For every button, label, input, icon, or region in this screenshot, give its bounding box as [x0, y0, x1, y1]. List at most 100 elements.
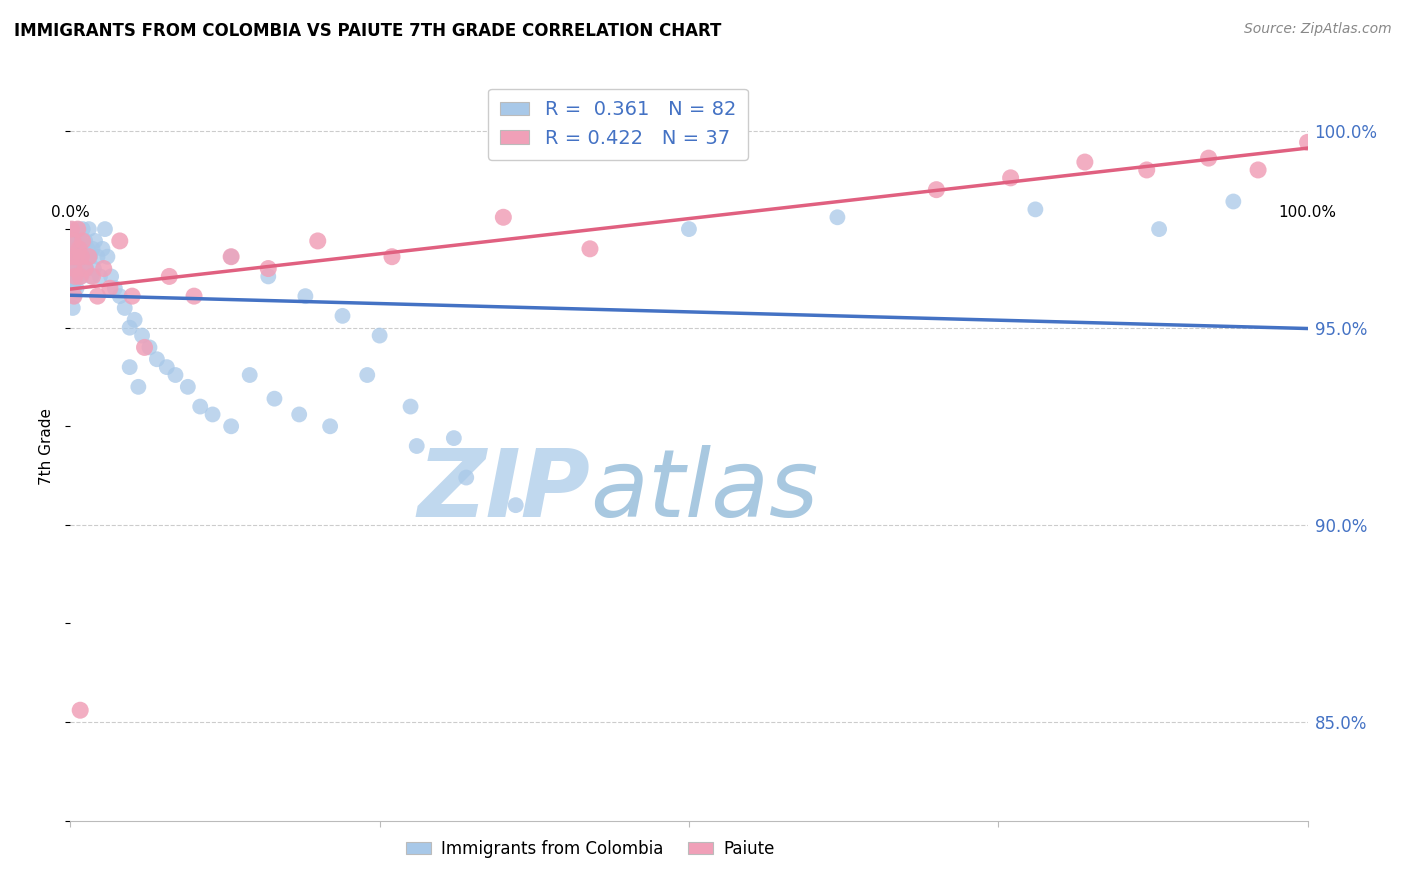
Point	[579, 242, 602, 256]
Point	[188, 400, 211, 414]
Point	[70, 250, 93, 264]
Point	[1222, 194, 1244, 209]
Point	[100, 269, 122, 284]
Point	[60, 242, 83, 256]
Point	[1147, 222, 1170, 236]
Point	[104, 281, 127, 295]
Point	[1136, 163, 1159, 178]
Point	[165, 368, 187, 382]
Point	[1296, 136, 1319, 150]
Point	[94, 222, 117, 236]
Point	[82, 242, 104, 256]
Point	[69, 258, 91, 272]
Point	[73, 250, 96, 264]
Point	[89, 269, 111, 284]
Point	[60, 269, 83, 284]
Point	[72, 234, 94, 248]
Point	[505, 498, 527, 512]
Point	[63, 281, 86, 295]
Point	[60, 234, 83, 248]
Point	[65, 281, 87, 295]
Point	[827, 211, 849, 225]
Point	[75, 234, 97, 248]
Point	[356, 368, 378, 382]
Text: Source: ZipAtlas.com: Source: ZipAtlas.com	[1244, 22, 1392, 37]
Point	[319, 419, 342, 434]
Point	[66, 269, 89, 284]
Point	[127, 380, 149, 394]
Point	[62, 258, 84, 272]
Point	[1024, 202, 1046, 217]
Point	[66, 250, 89, 264]
Point	[156, 360, 179, 375]
Point	[146, 352, 169, 367]
Point	[65, 242, 87, 256]
Point	[62, 281, 84, 295]
Point	[1247, 163, 1270, 178]
Point	[65, 269, 87, 284]
Point	[65, 250, 87, 264]
Point	[131, 328, 153, 343]
Point	[678, 222, 700, 236]
Point	[67, 261, 90, 276]
Point	[67, 242, 90, 256]
Point	[60, 222, 83, 236]
Point	[114, 301, 136, 315]
Point	[925, 183, 948, 197]
Point	[96, 250, 118, 264]
Point	[381, 250, 404, 264]
Point	[492, 211, 515, 225]
Point	[405, 439, 427, 453]
Point	[69, 234, 91, 248]
Point	[67, 242, 90, 256]
Point	[263, 392, 285, 406]
Text: IMMIGRANTS FROM COLOMBIA VS PAIUTE 7TH GRADE CORRELATION CHART: IMMIGRANTS FROM COLOMBIA VS PAIUTE 7TH G…	[14, 22, 721, 40]
Point	[83, 261, 105, 276]
Point	[219, 250, 242, 264]
Point	[134, 340, 156, 354]
Point	[72, 222, 94, 236]
Point	[80, 269, 103, 284]
Point	[239, 368, 262, 382]
Point	[70, 269, 93, 284]
Point	[118, 320, 141, 334]
Point	[98, 281, 121, 295]
Point	[60, 250, 83, 264]
Point	[294, 289, 316, 303]
Point	[65, 269, 87, 284]
Point	[456, 470, 478, 484]
Y-axis label: 7th Grade: 7th Grade	[39, 408, 55, 484]
Point	[77, 250, 100, 264]
Point	[257, 269, 280, 284]
Point	[66, 222, 89, 236]
Point	[69, 703, 91, 717]
Point	[69, 269, 91, 284]
Point	[63, 289, 86, 303]
Text: 100.0%: 100.0%	[1278, 205, 1337, 219]
Point	[60, 250, 83, 264]
Point	[79, 250, 101, 264]
Point	[368, 328, 391, 343]
Text: 0.0%: 0.0%	[51, 205, 90, 219]
Point	[93, 261, 115, 276]
Point	[177, 380, 200, 394]
Text: ZIP: ZIP	[418, 445, 591, 537]
Point	[219, 419, 242, 434]
Point	[75, 261, 97, 276]
Point	[138, 340, 160, 354]
Point	[157, 269, 180, 284]
Point	[77, 222, 100, 236]
Point	[59, 222, 82, 236]
Point	[121, 289, 143, 303]
Point	[91, 242, 114, 256]
Point	[82, 269, 104, 284]
Point	[443, 431, 465, 445]
Point	[65, 250, 87, 264]
Point	[124, 313, 146, 327]
Point	[63, 261, 86, 276]
Point	[72, 242, 94, 256]
Point	[75, 261, 97, 276]
Point	[399, 400, 422, 414]
Point	[62, 250, 84, 264]
Point	[66, 222, 89, 236]
